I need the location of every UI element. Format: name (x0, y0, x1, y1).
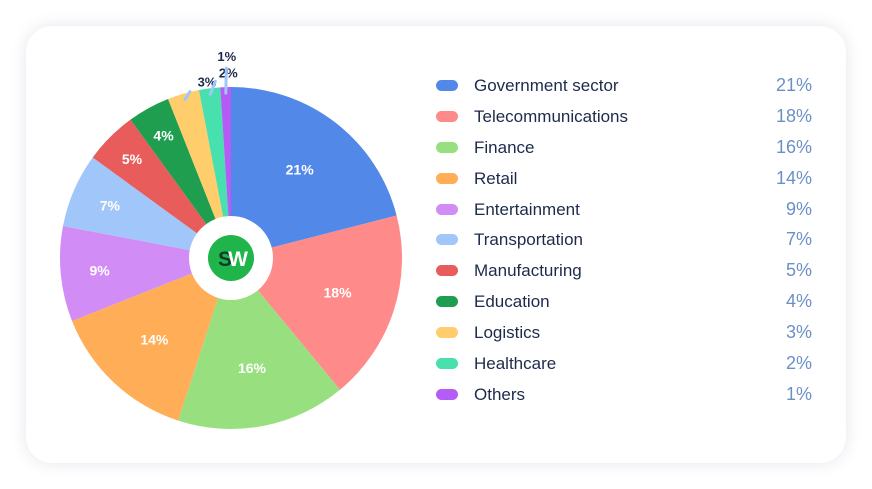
slice-label: 9% (89, 262, 110, 278)
leader-line (224, 66, 228, 95)
leader-line (208, 79, 217, 96)
legend-label: Government sector (474, 76, 619, 95)
legend-item: Education 4% (436, 288, 812, 319)
slice-label: 1% (217, 49, 236, 64)
pie-slice (92, 119, 231, 258)
legend-value: 5% (785, 260, 812, 281)
legend-label: Logistics (474, 323, 541, 343)
slice-label: 14% (140, 332, 169, 348)
pie-slice (231, 87, 397, 258)
legend-swatch (436, 110, 458, 122)
legend-item: Government sector 21% (436, 72, 812, 103)
legend-item: Healthcare 2% (436, 350, 812, 381)
legend-swatch (436, 141, 458, 153)
pie-slice (72, 258, 231, 421)
legend-swatch (436, 358, 458, 370)
pie-slice (130, 99, 231, 258)
legend-value: 1% (785, 383, 812, 404)
logo-letter-w: W (228, 248, 248, 271)
slice-label: 18% (324, 285, 353, 301)
legend-swatch (436, 388, 458, 400)
legend-swatch (436, 203, 458, 215)
legend-value: 4% (785, 291, 812, 312)
legend-label: Transportation (474, 230, 583, 250)
legend-label: Others (474, 384, 526, 404)
legend-item: Finance 16% (436, 134, 812, 165)
legend-swatch (436, 80, 458, 91)
legend-label: Telecommunications (474, 106, 629, 126)
legend-value: 7% (785, 229, 812, 250)
legend-label: Healthcare (474, 354, 557, 374)
legend-label: Finance (474, 137, 535, 157)
legend-label: Entertainment (474, 199, 580, 219)
logo-icon (208, 235, 254, 281)
legend-value: 21% (775, 75, 812, 95)
legend-item: Telecommunications 18% (436, 103, 812, 134)
legend-value: 16% (775, 136, 812, 157)
pie-slice (59, 225, 231, 321)
slice-label: 7% (100, 198, 121, 214)
leader-line (183, 90, 192, 102)
pie-slice (220, 87, 231, 258)
legend-label: Retail (474, 168, 518, 188)
legend-item: Others 1% (436, 381, 812, 412)
legend-swatch (436, 234, 458, 246)
legend-item: Transportation 7% (436, 226, 812, 257)
legend-value: 18% (775, 105, 812, 126)
legend-swatch (436, 265, 458, 277)
slice-label: 2% (219, 65, 238, 80)
pie-slice (178, 258, 340, 429)
pie-slice (198, 87, 231, 258)
legend-item: Logistics 3% (436, 319, 812, 350)
slice-label: 21% (286, 162, 315, 178)
slice-label: 4% (153, 127, 174, 143)
slice-label: 5% (122, 151, 143, 167)
slice-label: 16% (238, 360, 267, 376)
pie-slice (231, 215, 402, 390)
legend-swatch (436, 327, 458, 339)
legend-value: 14% (775, 167, 812, 188)
legend-label: Manufacturing (474, 261, 582, 281)
legend-swatch (436, 296, 458, 308)
legend-value: 3% (785, 322, 812, 343)
legend-swatch (436, 172, 458, 184)
pie-slice (63, 157, 231, 258)
legend-item: Entertainment 9% (436, 196, 812, 227)
legend-value: 9% (785, 198, 812, 219)
legend-value: 2% (785, 353, 812, 374)
legend-item: Retail 14% (436, 165, 812, 196)
pie-slice (168, 90, 231, 259)
legend-item: Manufacturing 5% (436, 257, 812, 288)
logo-letter-s: S (218, 248, 232, 271)
legend-label: Education (474, 292, 550, 312)
chart-legend: Government sector 21% Telecommunications 18… (436, 72, 812, 412)
